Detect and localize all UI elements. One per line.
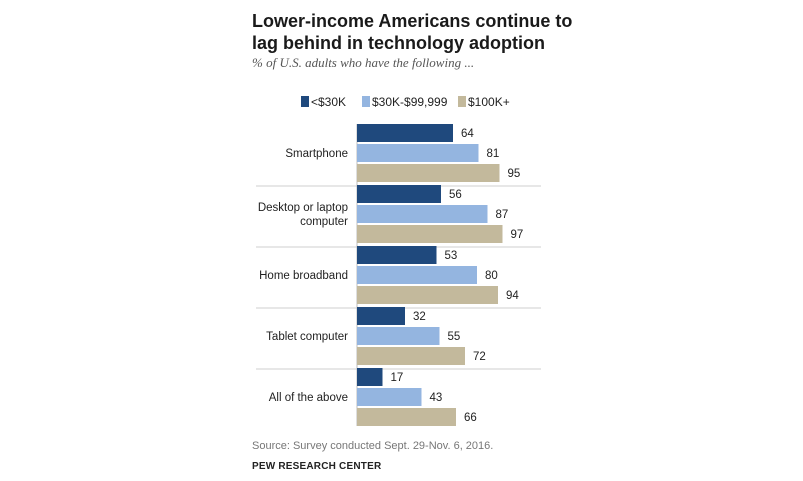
data-label: 80 (485, 270, 498, 282)
legend-label: $30K-$99,999 (372, 95, 448, 109)
bar (357, 408, 456, 426)
organization-name: PEW RESEARCH CENTER (252, 461, 382, 472)
data-label: 66 (464, 412, 477, 424)
legend-swatch (458, 96, 466, 107)
bar (357, 347, 465, 365)
data-label: 72 (473, 351, 486, 363)
category-label: Home broadband (259, 270, 348, 282)
legend-label: $100K+ (468, 95, 510, 109)
bar (357, 205, 488, 223)
category-label: Tablet computer (266, 331, 348, 343)
bar (357, 164, 500, 182)
legend-swatch (301, 96, 309, 107)
bar (357, 144, 479, 162)
data-label: 81 (487, 148, 500, 160)
data-label: 56 (449, 189, 462, 201)
category-label: Smartphone (285, 148, 348, 160)
data-label: 17 (391, 372, 404, 384)
bar (357, 327, 440, 345)
data-label: 55 (448, 331, 461, 343)
chart-title: Lower-income Americans continue to lag b… (252, 11, 573, 53)
bar (357, 124, 453, 142)
data-label: 95 (508, 168, 521, 180)
data-label: 87 (496, 209, 509, 221)
bar (357, 307, 405, 325)
data-label: 94 (506, 290, 519, 302)
source-note: Source: Survey conducted Sept. 29-Nov. 6… (252, 440, 494, 452)
data-label: 32 (413, 311, 426, 323)
chart-subtitle: % of U.S. adults who have the following … (252, 55, 475, 70)
bar (357, 368, 383, 386)
bar (357, 185, 441, 203)
legend-swatch (362, 96, 370, 107)
bar (357, 286, 498, 304)
data-label: 64 (461, 128, 474, 140)
category-label: Desktop or laptop computer (258, 202, 348, 228)
data-label: 53 (445, 250, 458, 262)
category-label: All of the above (269, 392, 348, 404)
legend-label: <$30K (311, 95, 346, 109)
bar (357, 225, 503, 243)
bar (357, 246, 437, 264)
data-label: 97 (511, 229, 524, 241)
bar (357, 266, 477, 284)
bar (357, 388, 422, 406)
data-label: 43 (430, 392, 443, 404)
